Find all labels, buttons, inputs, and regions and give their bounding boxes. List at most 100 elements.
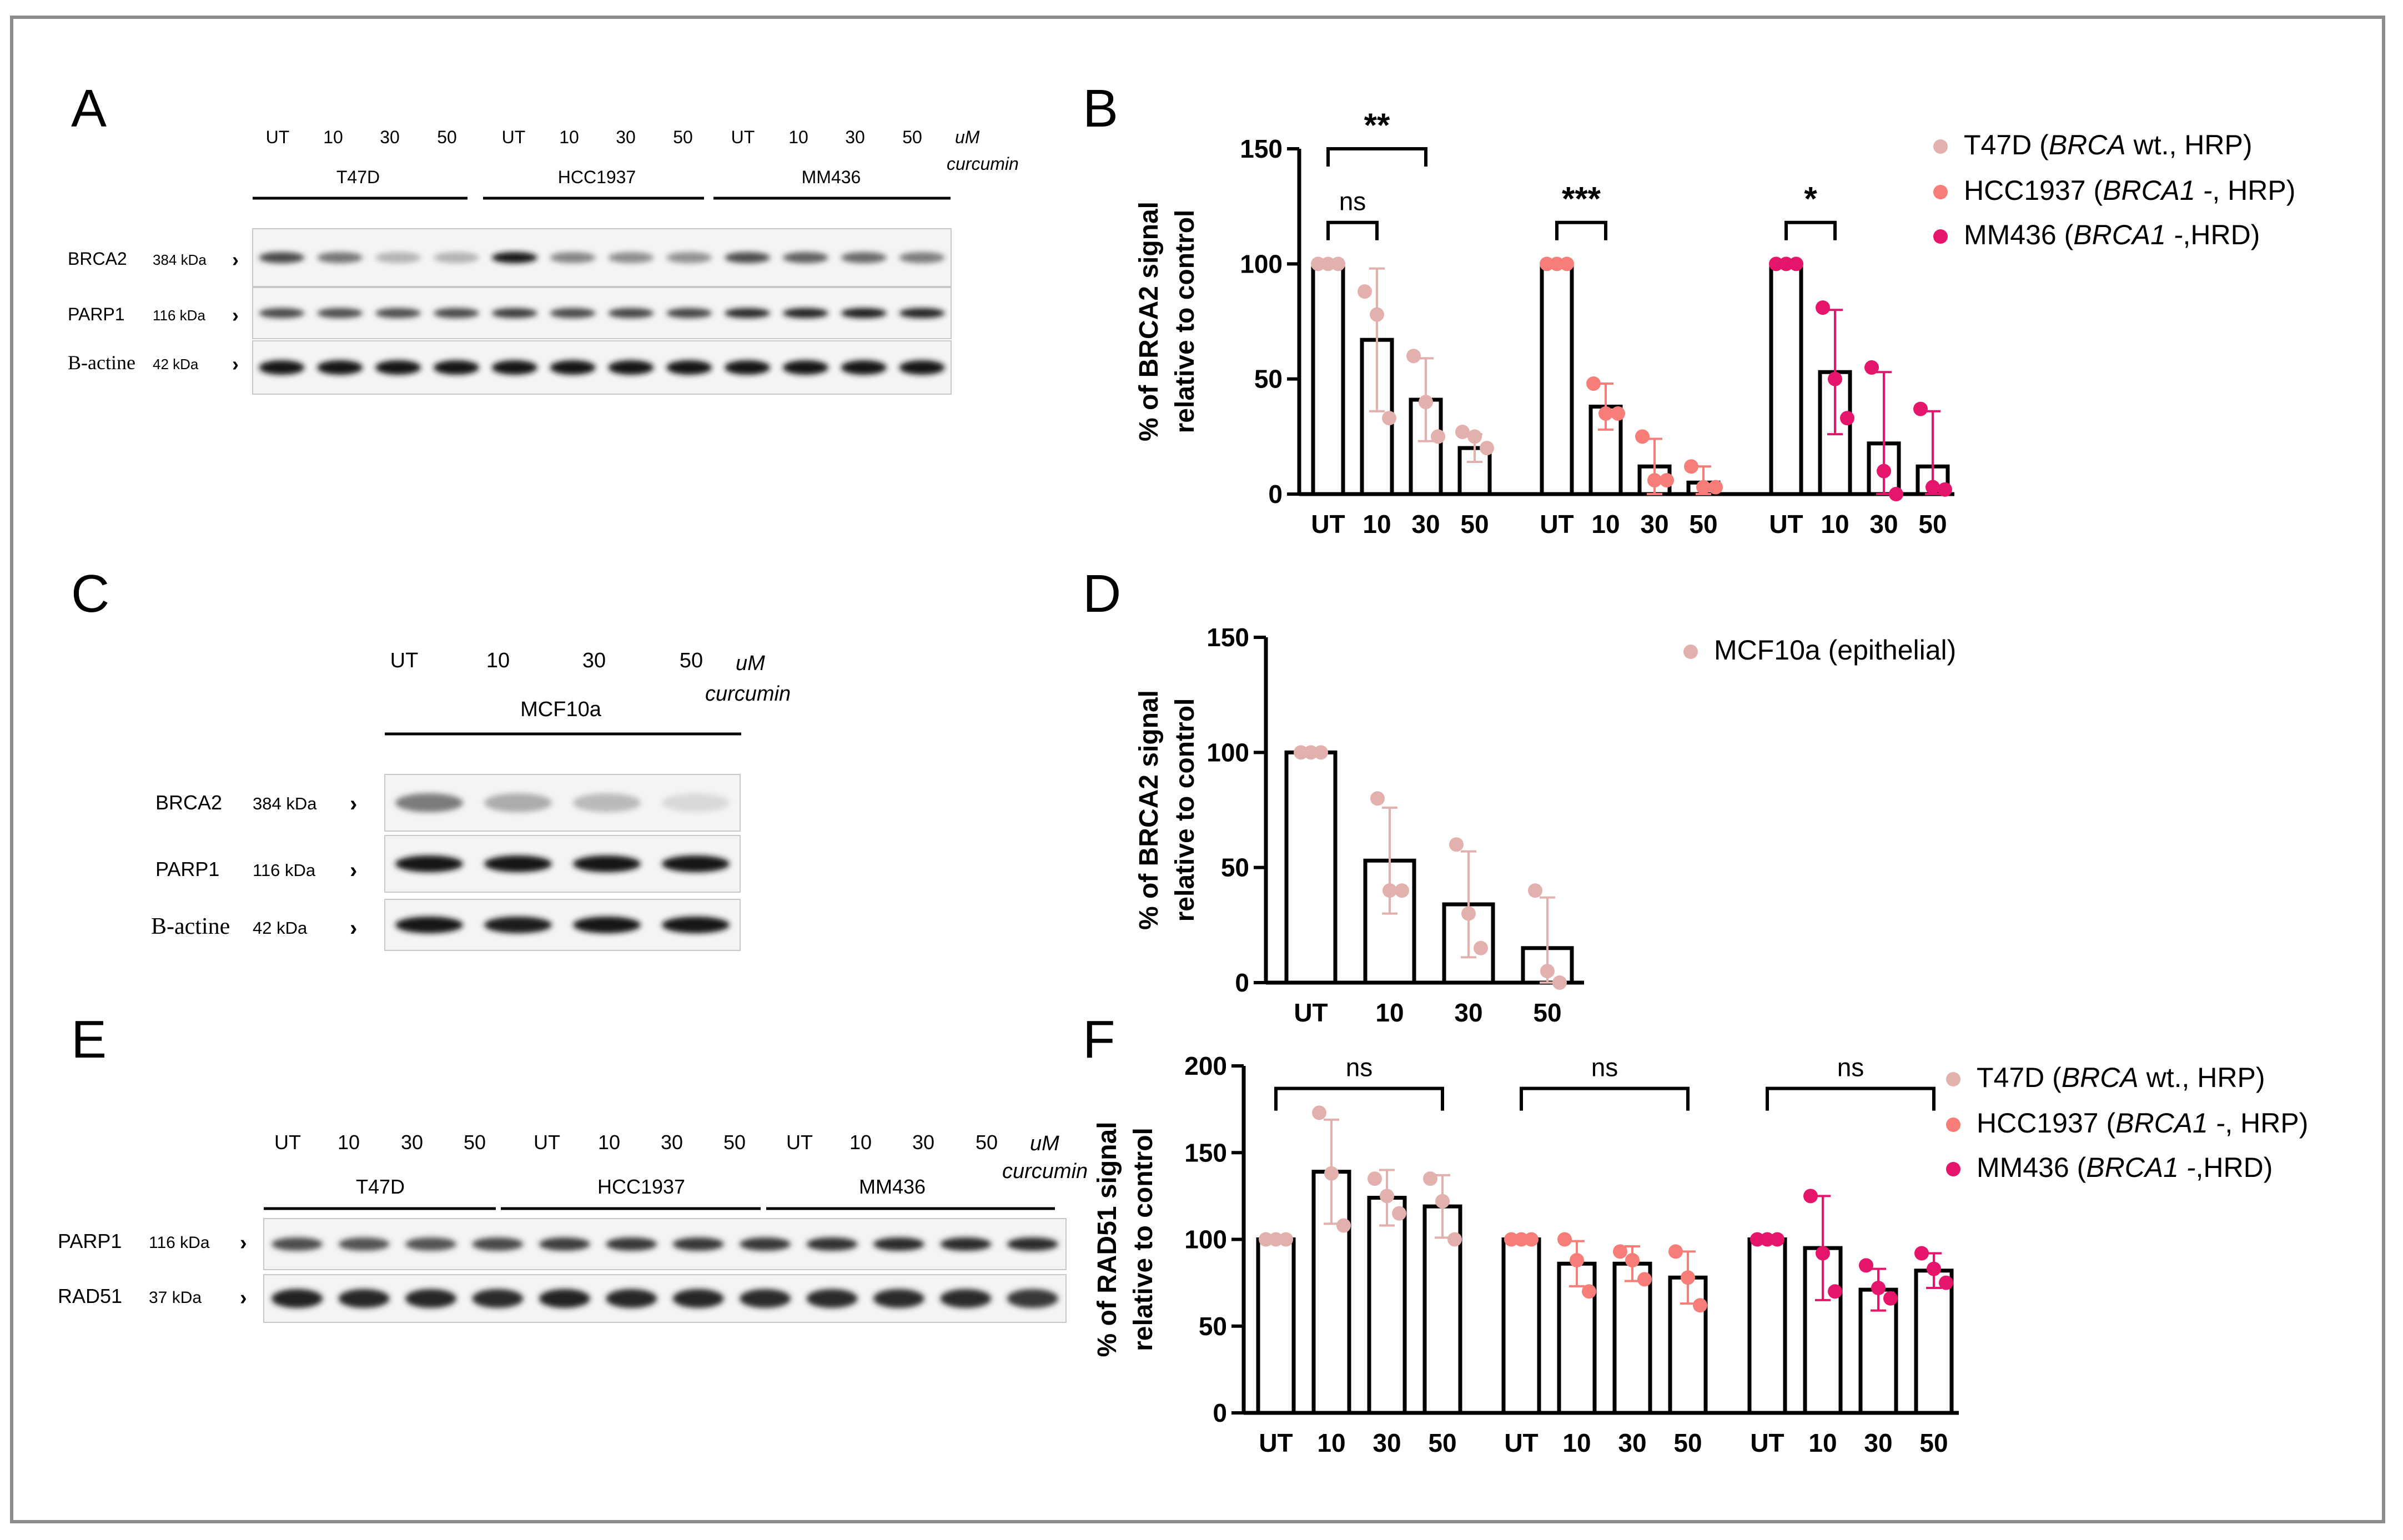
blot-a-arrow: › bbox=[232, 353, 239, 375]
blot-a-arrow: › bbox=[232, 304, 239, 326]
chart-b: 0 50 100 150 % of BRCA2 signal relative to co… bbox=[1134, 107, 2295, 539]
blot-a-row-kda: 384 kDa bbox=[153, 251, 207, 268]
blot-e-unit-curcumin: curcumin bbox=[1002, 1160, 1088, 1183]
blot-a-group-label: HCC1937 bbox=[558, 167, 636, 187]
data-point bbox=[1447, 1232, 1462, 1247]
data-point bbox=[1552, 975, 1567, 990]
blot-band bbox=[940, 1289, 992, 1308]
blot-e-row-kda: 116 kDa bbox=[149, 1234, 210, 1252]
data-point bbox=[1431, 429, 1445, 444]
x-tick-label: 30 bbox=[1618, 1428, 1646, 1457]
blot-band bbox=[608, 252, 654, 263]
data-point bbox=[1461, 906, 1476, 921]
blot-strip bbox=[263, 1218, 1067, 1270]
data-point bbox=[1419, 395, 1433, 410]
legend-marker bbox=[1933, 185, 1948, 199]
data-point bbox=[1370, 791, 1385, 806]
blot-band bbox=[608, 360, 654, 375]
x-tick-label: 10 bbox=[1562, 1428, 1591, 1457]
legend-marker bbox=[1946, 1072, 1960, 1086]
bar bbox=[1612, 1261, 1652, 1415]
blot-band bbox=[317, 308, 363, 318]
y-tick-label: 0 bbox=[1235, 968, 1249, 997]
data-point bbox=[1828, 1284, 1842, 1299]
data-point bbox=[1504, 1232, 1519, 1247]
blot-band bbox=[259, 308, 305, 318]
significance-bracket bbox=[1766, 1086, 1936, 1111]
blot-band bbox=[940, 1237, 992, 1251]
blot-band bbox=[899, 308, 945, 318]
blot-e-conc-label: 50 bbox=[976, 1131, 998, 1154]
data-point bbox=[1914, 1246, 1929, 1261]
x-tick-label: 50 bbox=[1460, 510, 1489, 539]
significance-bracket bbox=[1555, 220, 1607, 240]
data-point bbox=[1840, 411, 1854, 426]
legend-marker bbox=[1683, 645, 1698, 659]
data-point bbox=[1474, 940, 1488, 955]
y-axis-label-line2: relative to control bbox=[1170, 698, 1200, 922]
significance-label: ns bbox=[1591, 1053, 1618, 1082]
blot-band bbox=[899, 252, 945, 263]
blot-band bbox=[740, 1289, 791, 1308]
data-point bbox=[1927, 1261, 1941, 1276]
y-tick-label: 150 bbox=[1240, 134, 1283, 163]
blot-c-unit: uM bbox=[736, 652, 765, 675]
x-tick-label: UT bbox=[1311, 510, 1345, 539]
x-tick-label: 10 bbox=[1375, 998, 1404, 1027]
blot-band bbox=[484, 855, 552, 872]
legend-label: HCC1937 (BRCA1 -, HRP) bbox=[1977, 1108, 2308, 1139]
blot-band bbox=[1007, 1289, 1058, 1308]
data-point bbox=[1514, 1232, 1529, 1247]
blot-c-row-name: Β-actine bbox=[151, 914, 230, 939]
blot-band bbox=[272, 1289, 323, 1308]
legend-label: T47D (BRCA wt., HRP) bbox=[1977, 1062, 2265, 1093]
blot-c-group-label: MCF10a bbox=[520, 698, 602, 721]
data-point bbox=[1582, 1284, 1596, 1299]
blot-e-group-label: HCC1937 bbox=[597, 1175, 685, 1198]
data-point bbox=[1380, 1189, 1394, 1204]
blot-panel-a: UT 10 30 50 UT 10 30 50 UT 10 30 50 uM c… bbox=[68, 127, 1019, 395]
blot-band bbox=[395, 855, 463, 872]
data-point bbox=[1816, 1246, 1830, 1261]
blot-band bbox=[317, 360, 363, 375]
data-point bbox=[1693, 1298, 1707, 1313]
blot-band bbox=[666, 360, 712, 375]
blot-a-conc-label: 50 bbox=[902, 127, 922, 147]
data-point bbox=[1859, 1258, 1873, 1273]
data-point bbox=[1449, 837, 1464, 852]
data-point bbox=[1681, 1270, 1695, 1285]
blot-band bbox=[539, 1237, 590, 1251]
blot-e-group-label: MM436 bbox=[859, 1175, 926, 1198]
blot-e-conc-label: 10 bbox=[849, 1131, 872, 1154]
data-point bbox=[1524, 1232, 1539, 1247]
blot-band bbox=[338, 1237, 390, 1251]
blot-e-conc-label: 50 bbox=[723, 1131, 746, 1154]
legend-label: HCC1937 (BRCA1 -, HRP) bbox=[1964, 175, 2295, 206]
blot-e-conc-label: UT bbox=[534, 1131, 560, 1154]
blot-band bbox=[841, 360, 887, 375]
x-tick-label: 50 bbox=[1918, 510, 1947, 539]
x-tick-label: 10 bbox=[1808, 1428, 1837, 1457]
blot-e-conc-label: 10 bbox=[338, 1131, 360, 1154]
data-point bbox=[1684, 459, 1698, 474]
blot-band bbox=[573, 855, 641, 872]
chart-d: 0 50 100 150 % of BRCA2 signal relative to co… bbox=[1134, 623, 1956, 1027]
blot-band bbox=[472, 1237, 524, 1251]
panel-letter-d: D bbox=[1083, 564, 1121, 623]
bar bbox=[1501, 1237, 1541, 1415]
blot-band bbox=[666, 308, 712, 318]
blot-strip bbox=[263, 1274, 1067, 1323]
data-point bbox=[1696, 480, 1711, 495]
y-tick-label: 100 bbox=[1240, 249, 1283, 278]
blot-band bbox=[317, 252, 363, 263]
legend-marker bbox=[1946, 1162, 1960, 1176]
significance-label: ns bbox=[1346, 1053, 1373, 1082]
blot-panel-c: UT 10 30 50 uM curcumin MCF10a BRCA2 384… bbox=[151, 649, 791, 951]
data-point bbox=[1324, 1166, 1339, 1181]
data-point bbox=[1435, 1194, 1450, 1209]
legend-label: MM436 (BRCA1 -,HRD) bbox=[1977, 1152, 2273, 1183]
data-point bbox=[1321, 256, 1335, 271]
data-point bbox=[1560, 256, 1574, 271]
data-point bbox=[1871, 1281, 1886, 1295]
blot-c-unit-curcumin: curcumin bbox=[705, 682, 791, 706]
